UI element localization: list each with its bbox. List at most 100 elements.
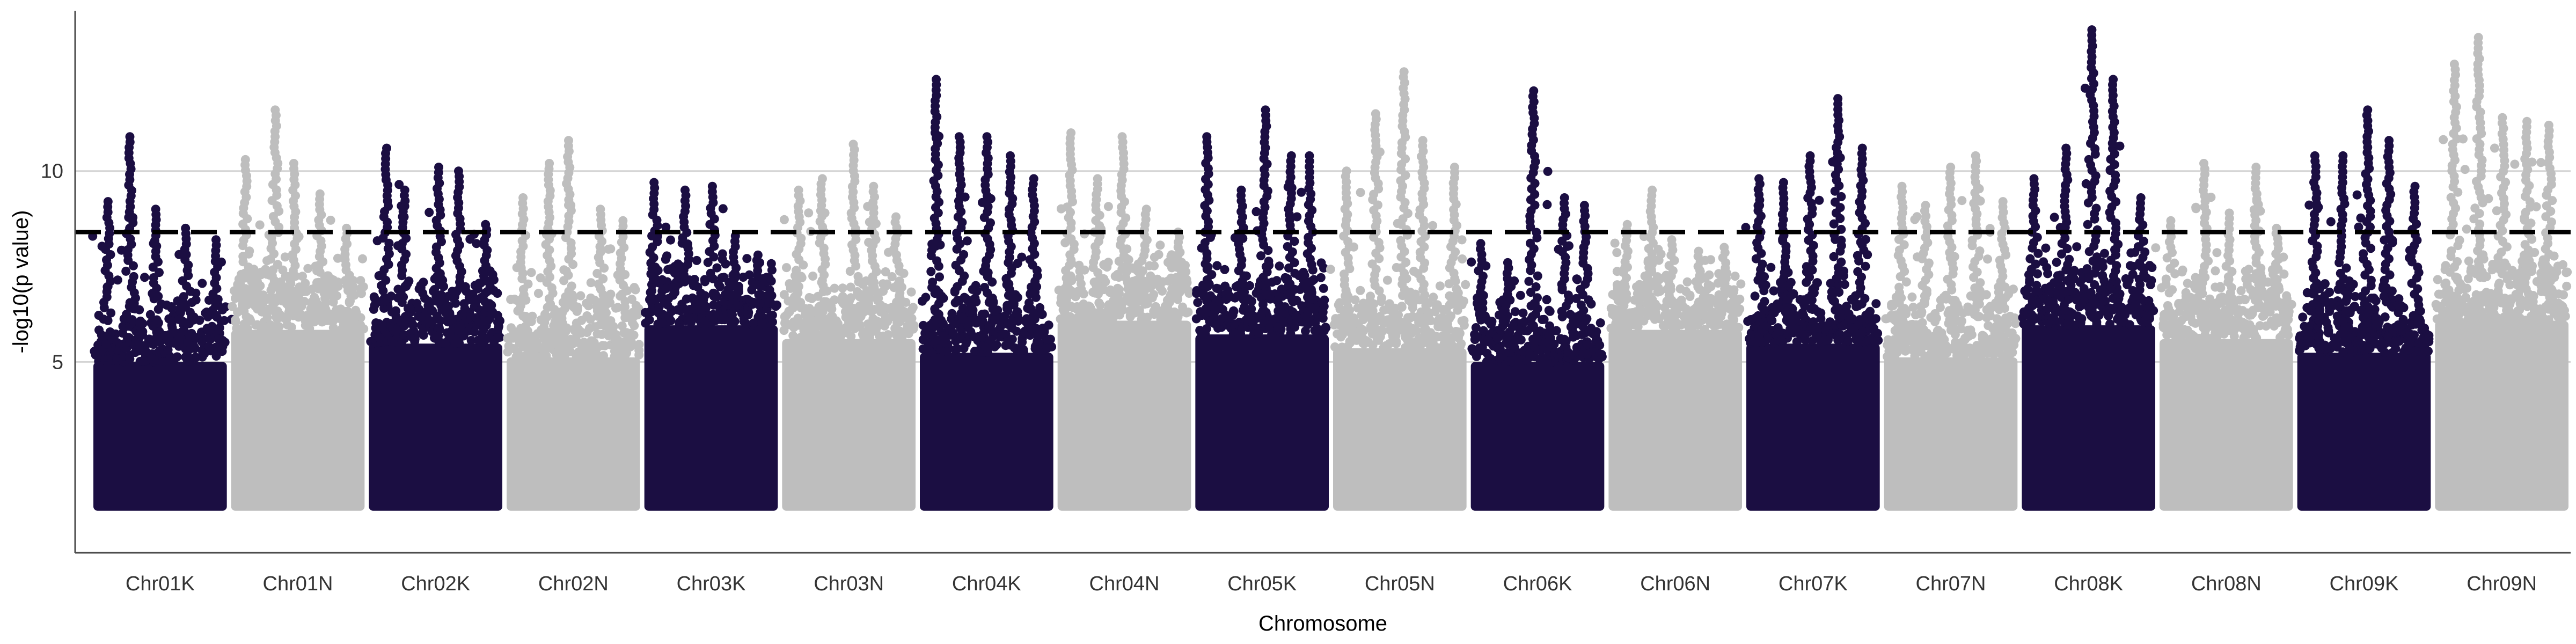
snp-point (145, 310, 155, 319)
snp-point (582, 298, 591, 308)
snp-point (179, 292, 188, 302)
snp-point (701, 302, 711, 312)
snp-point (1717, 309, 1726, 318)
snp-point (1341, 312, 1351, 322)
chromosome-Chr07K (1741, 94, 1883, 511)
snp-point (1035, 303, 1045, 312)
snp-point (561, 266, 571, 276)
snp-point (359, 324, 369, 334)
snp-point (1467, 257, 1476, 267)
snp-point (1429, 292, 1438, 302)
point-cloud-Chr07K (1746, 343, 1880, 511)
snp-point (592, 269, 602, 278)
snp-point (217, 340, 226, 350)
snp-point (1457, 235, 1467, 245)
snp-point (1393, 218, 1402, 228)
snp-point (178, 276, 187, 286)
snp-point (813, 291, 823, 301)
snp-point (1264, 257, 1274, 266)
snp-point (852, 318, 861, 327)
snp-point (138, 330, 147, 340)
snp-point (536, 273, 545, 283)
snp-point (336, 325, 346, 334)
snp-point (189, 341, 199, 350)
snp-point (768, 317, 777, 327)
snp-point (181, 318, 191, 328)
snp-point (128, 213, 138, 222)
snp-point (244, 249, 254, 259)
snp-point (1158, 286, 1167, 296)
snp-point (523, 279, 533, 289)
snp-point (1503, 258, 1512, 267)
snp-point (1149, 290, 1159, 299)
snp-point (869, 181, 879, 191)
snp-point (1612, 248, 1622, 258)
snp-point (1166, 273, 1176, 283)
snp-point (1375, 147, 1385, 157)
snp-point (743, 310, 753, 320)
snp-point (576, 291, 586, 301)
snp-point (1319, 283, 1328, 293)
snp-point (1245, 281, 1254, 290)
snp-point (1320, 295, 1329, 305)
snp-point (729, 280, 738, 290)
snp-point (174, 314, 184, 324)
snp-point (270, 105, 280, 115)
snp-point (846, 332, 856, 341)
snp-point (887, 272, 897, 281)
snp-point (391, 314, 401, 324)
snp-point (1236, 185, 1246, 195)
snp-point (1045, 334, 1055, 344)
snp-point (617, 321, 627, 331)
snp-point (1706, 255, 1716, 265)
snp-point (1155, 240, 1165, 250)
chromosome-Chr01K (88, 132, 236, 511)
snp-point (764, 273, 774, 283)
snp-point (983, 268, 993, 277)
snp-point (1868, 316, 1878, 325)
snp-point (152, 315, 162, 325)
snp-point (718, 204, 728, 214)
point-cloud-Chr04K (920, 353, 1053, 511)
snp-point (1182, 308, 1191, 318)
snp-point (808, 272, 818, 281)
snp-point (103, 197, 113, 207)
snp-point (950, 298, 960, 308)
snp-point (485, 314, 494, 324)
snp-point (852, 287, 862, 296)
snp-point (990, 315, 1000, 325)
snp-point (1728, 290, 1738, 300)
snp-point (1392, 339, 1401, 348)
snp-point (838, 283, 847, 293)
snp-point (1435, 281, 1445, 291)
snp-point (932, 75, 941, 84)
point-cloud-Chr01K (93, 362, 227, 511)
data-points (88, 25, 2572, 511)
snp-point (588, 336, 597, 346)
snp-point (634, 346, 644, 355)
chromosome-Chr02K (366, 143, 504, 511)
snp-point (155, 268, 164, 277)
snp-point (961, 339, 971, 348)
snp-point (405, 303, 414, 312)
snp-point (326, 215, 335, 225)
snp-point (1510, 307, 1520, 317)
snp-point (1100, 261, 1109, 270)
snp-point (125, 354, 135, 364)
snp-point (789, 294, 799, 304)
snp-point (149, 239, 158, 248)
chromosome-Chr05N (1326, 67, 1470, 511)
snp-point (1736, 279, 1746, 289)
snp-point (1146, 271, 1155, 281)
snp-point (333, 253, 342, 263)
snp-point (1648, 185, 1657, 195)
snp-point (586, 278, 596, 288)
snp-point (493, 333, 502, 343)
snp-point (1366, 291, 1375, 301)
snp-point (757, 290, 766, 300)
snp-point (670, 288, 680, 297)
snp-point (127, 315, 137, 325)
snp-point (1066, 128, 1076, 138)
snp-point (1080, 265, 1089, 275)
snp-point (1479, 291, 1488, 301)
